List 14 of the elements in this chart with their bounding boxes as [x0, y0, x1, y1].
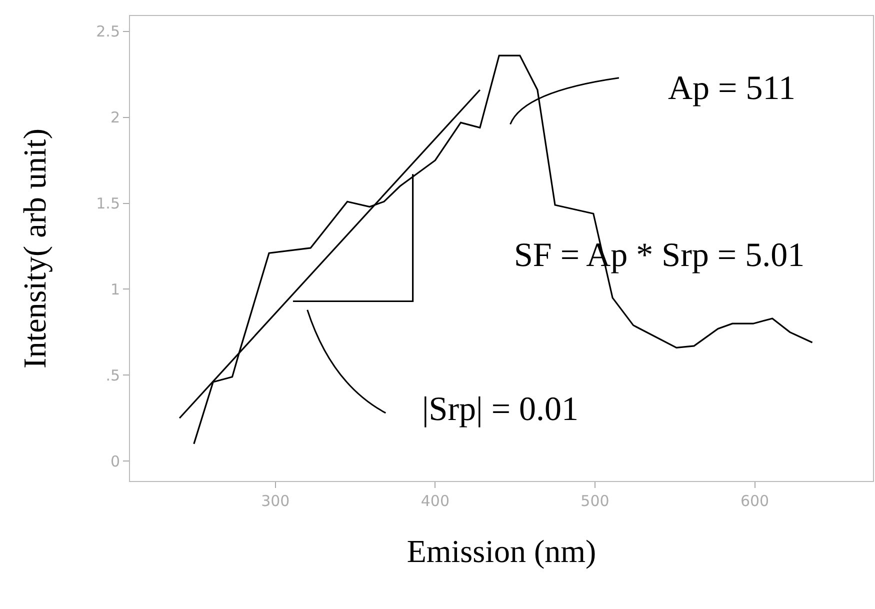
y-axis-title: Intensity( arb unit): [16, 128, 52, 368]
annotation: Ap = 511: [668, 70, 796, 107]
x-tick-label: 500: [580, 492, 610, 510]
y-tick-label: 0: [110, 452, 120, 470]
x-tick-label: 300: [261, 492, 290, 510]
y-tick-label: 1.5: [96, 194, 120, 213]
x-tick-label: 600: [740, 492, 770, 510]
x-tick-label: 400: [420, 492, 450, 510]
y-tick-label: 2: [110, 108, 120, 127]
annotation: |Srp| = 0.01: [422, 391, 579, 428]
y-tick-label: 2.5: [96, 22, 120, 41]
y-tick-label: .5: [106, 366, 120, 384]
y-tick-label: 1: [110, 280, 120, 298]
x-axis-title: Emission (nm): [406, 532, 596, 569]
